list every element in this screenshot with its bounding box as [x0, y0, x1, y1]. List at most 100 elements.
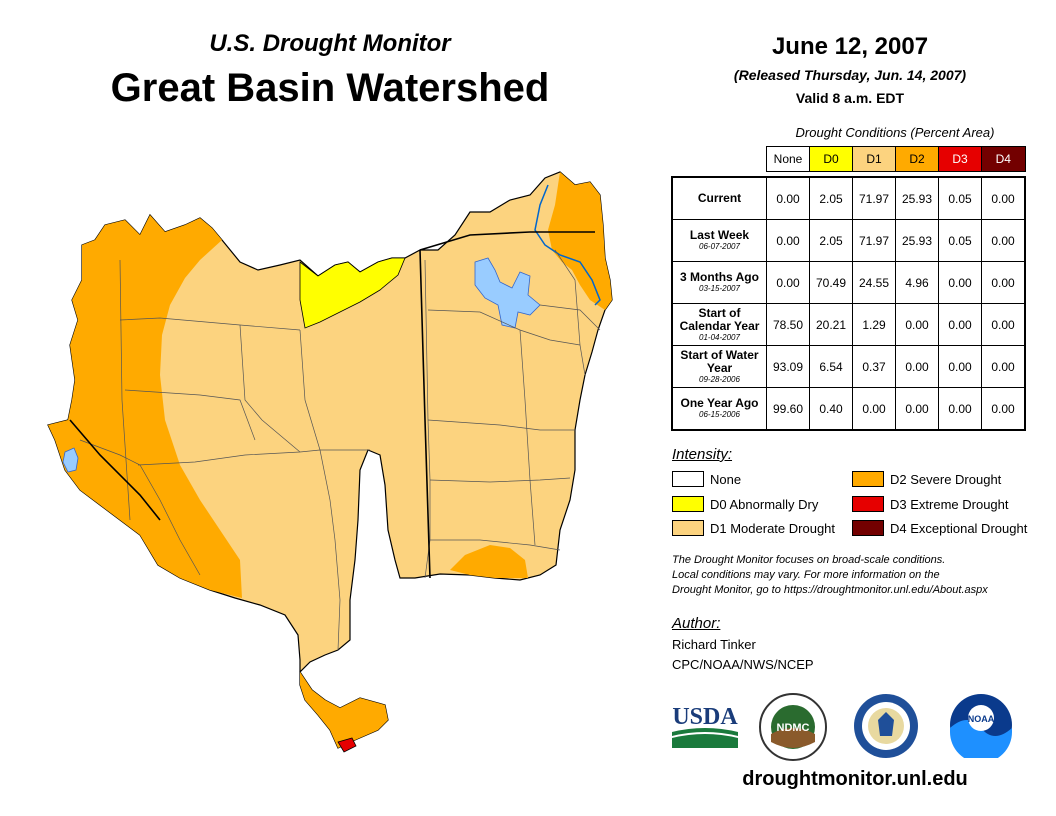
- map-title: Great Basin Watershed: [110, 66, 550, 110]
- drought-map: [47, 171, 613, 753]
- table-header-row: None D0 D1 D2 D3 D4: [672, 146, 1026, 172]
- author-name: Richard Tinker: [672, 637, 756, 652]
- state-borders: [69, 231, 595, 579]
- legend-title: Intensity:: [672, 446, 733, 463]
- legend-item-d4: D4 Exceptional Drought: [852, 520, 1027, 536]
- table-cell: 24.55: [852, 261, 896, 304]
- table-cell: 0.40: [809, 387, 853, 431]
- row-label: Current: [671, 176, 767, 220]
- col-d1: D1: [852, 146, 896, 172]
- legend-label: D4 Exceptional Drought: [890, 520, 1028, 536]
- map-region-d2-west: [48, 215, 242, 598]
- legend-swatch: [852, 520, 884, 536]
- legend-item-none: None: [672, 471, 741, 487]
- legend-swatch: [852, 496, 884, 512]
- legend-swatch: [672, 471, 704, 487]
- map-subtitle: U.S. Drought Monitor: [209, 30, 451, 57]
- author-org: CPC/NOAA/NWS/NCEP: [672, 657, 814, 672]
- col-d4: D4: [981, 146, 1026, 172]
- table-cell: 70.49: [809, 261, 853, 304]
- drought-conditions-table: None D0 D1 D2 D3 D4 Current 0.00 2.05 71…: [671, 146, 1026, 431]
- legend-label: D1 Moderate Drought: [710, 520, 836, 536]
- legend-label: D2 Severe Drought: [890, 471, 1002, 487]
- legend-item-d1: D1 Moderate Drought: [672, 520, 835, 536]
- table-cell: 0.05: [938, 176, 982, 220]
- svg-text:USDA: USDA: [672, 704, 738, 730]
- col-d0: D0: [809, 146, 853, 172]
- bear-river: [534, 184, 601, 306]
- boundary-lines: [79, 249, 601, 651]
- table-cell: 0.00: [766, 219, 810, 262]
- release-date: (Released Thursday, Jun. 14, 2007): [733, 67, 967, 83]
- table-cell: 93.09: [766, 345, 810, 388]
- table-row: Last Week 06-07-2007 0.00 2.05 71.97 25.9…: [671, 219, 1026, 262]
- col-d3: D3: [938, 146, 982, 172]
- table-cell: 0.00: [766, 176, 810, 220]
- table-cell: 0.00: [981, 345, 1026, 388]
- website-url[interactable]: droughtmonitor.unl.edu: [742, 768, 968, 790]
- row-label: Start of Calendar Year 01-04-2007: [671, 303, 767, 346]
- table-cell: 0.00: [981, 387, 1026, 431]
- table-cell: 0.05: [938, 219, 982, 262]
- legend-label: D0 Abnormally Dry: [710, 496, 819, 512]
- usda-logo: USDA: [672, 704, 738, 748]
- table-cell: 0.00: [852, 387, 896, 431]
- map-date: June 12, 2007: [771, 33, 929, 60]
- table-row: One Year Ago 06-15-2006 99.60 0.40 0.00 0…: [671, 387, 1026, 431]
- note-line: Local conditions may vary. For more info…: [672, 569, 940, 581]
- table-cell: 25.93: [895, 219, 939, 262]
- table-cell: 99.60: [766, 387, 810, 431]
- table-cell: 0.00: [938, 387, 982, 431]
- table-cell: 6.54: [809, 345, 853, 388]
- table-cell: 1.29: [852, 303, 896, 346]
- svg-text:NOAA: NOAA: [968, 714, 995, 724]
- row-label: One Year Ago 06-15-2006: [671, 387, 767, 431]
- map-region-d2-northeast: [548, 172, 612, 310]
- ndmc-logo: NDMC: [759, 693, 827, 761]
- legend-label: D3 Extreme Drought: [890, 496, 1009, 512]
- table-cell: 0.37: [852, 345, 896, 388]
- table-caption: Drought Conditions (Percent Area): [795, 125, 995, 140]
- table-cell: 20.21: [809, 303, 853, 346]
- table-cell: 0.00: [938, 303, 982, 346]
- col-none: None: [766, 146, 810, 172]
- legend-swatch: [672, 520, 704, 536]
- legend-item-d0: D0 Abnormally Dry: [672, 496, 818, 512]
- lake-tahoe: [62, 447, 79, 473]
- col-d2: D2: [895, 146, 939, 172]
- table-cell: 0.00: [981, 261, 1026, 304]
- row-label: 3 Months Ago 03-15-2007: [671, 261, 767, 304]
- table-row: Current 0.00 2.05 71.97 25.93 0.05 0.00: [671, 176, 1026, 220]
- table-cell: 0.00: [981, 176, 1026, 220]
- table-cell: 0.00: [938, 345, 982, 388]
- table-cell: 0.00: [895, 345, 939, 388]
- table-cell: 0.00: [766, 261, 810, 304]
- map-region-d0: [299, 257, 406, 329]
- table-cell: 78.50: [766, 303, 810, 346]
- table-row: Start of Water Year 09-28-2006 93.09 6.54…: [671, 345, 1026, 388]
- author-title: Author:: [672, 615, 721, 632]
- table-cell: 25.93: [895, 176, 939, 220]
- disclaimer-note: The Drought Monitor focuses on broad-sca…: [672, 553, 1042, 598]
- row-label: Last Week 06-07-2007: [671, 219, 767, 262]
- note-line: The Drought Monitor focuses on broad-sca…: [672, 554, 946, 566]
- table-corner: [672, 147, 767, 172]
- table-cell: 0.00: [895, 387, 939, 431]
- legend-item-d3: D3 Extreme Drought: [852, 496, 1009, 512]
- table-cell: 4.96: [895, 261, 939, 304]
- table-cell: 0.00: [895, 303, 939, 346]
- legend-item-d2: D2 Severe Drought: [852, 471, 1001, 487]
- legend-swatch: [672, 496, 704, 512]
- table-cell: 2.05: [809, 219, 853, 262]
- table-cell: 71.97: [852, 176, 896, 220]
- table-cell: 2.05: [809, 176, 853, 220]
- legend-swatch: [852, 471, 884, 487]
- map-region-d2-tail: [300, 672, 388, 748]
- map-region-d2-south: [450, 545, 528, 578]
- svg-text:NDMC: NDMC: [777, 722, 810, 734]
- table-cell: 0.00: [938, 261, 982, 304]
- noaa-logo: NOAA: [950, 694, 1012, 758]
- table-cell: 71.97: [852, 219, 896, 262]
- row-label: Start of Water Year 09-28-2006: [671, 345, 767, 388]
- table-row: 3 Months Ago 03-15-2007 0.00 70.49 24.55 …: [671, 261, 1026, 304]
